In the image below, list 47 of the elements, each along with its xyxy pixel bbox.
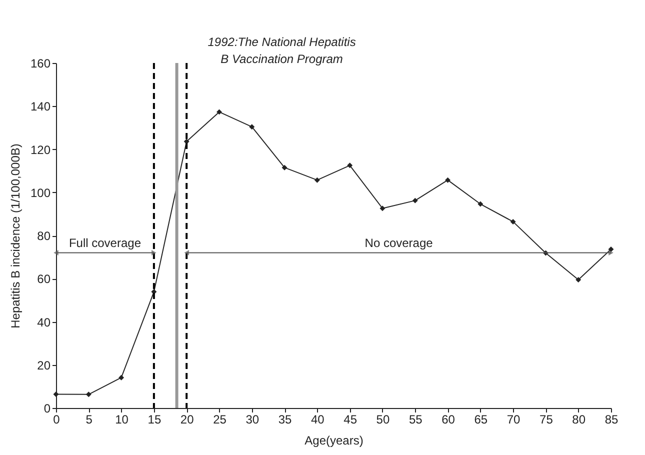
y-tick-label: 140	[30, 100, 51, 114]
annotation: No coverage	[364, 236, 434, 250]
point	[53, 391, 59, 397]
point	[576, 276, 582, 282]
point	[216, 109, 222, 115]
y-tick-label: 80	[37, 229, 51, 243]
point	[412, 198, 418, 204]
x-tick-label: 80	[572, 412, 586, 426]
point	[478, 201, 484, 207]
point	[380, 206, 386, 212]
y-tick-label: 120	[30, 142, 51, 157]
y-tick-label: 40	[37, 315, 51, 330]
point	[282, 164, 288, 170]
point	[347, 162, 353, 168]
x-tick-label: 30	[246, 412, 260, 426]
x-tick-label: 55	[408, 412, 423, 426]
point	[249, 124, 255, 130]
point	[510, 218, 516, 224]
x-tick-label: 15	[148, 412, 162, 426]
x-tick-label: 10	[115, 412, 129, 426]
x-tick-label: 50	[376, 412, 390, 426]
point	[608, 246, 614, 252]
point	[86, 392, 92, 398]
y-tick-label: 20	[37, 358, 51, 372]
y-tick-label: 0	[44, 402, 51, 416]
x-tick-label: 40	[310, 412, 325, 426]
x-tick-label: 25	[213, 412, 227, 426]
point	[445, 177, 451, 183]
point	[118, 374, 124, 380]
x-tick-label: 60	[442, 412, 456, 426]
x-tick-label: 85	[604, 412, 618, 426]
y-axis-title: Hepatitis B incidence (1/100,000B)	[8, 144, 22, 328]
point	[314, 177, 320, 183]
x-tick-label: 35	[278, 412, 292, 426]
x-tick-label: 0	[53, 412, 60, 426]
y-tick-label: 100	[30, 186, 51, 200]
y-tick-label: 160	[30, 56, 51, 70]
x-tick-label: 75	[540, 412, 554, 426]
x-tick-label: 20	[180, 412, 194, 426]
x-tick-label: 5	[86, 412, 93, 426]
annotation: Full coverage	[68, 236, 142, 250]
x-tick-label: 70	[506, 412, 521, 426]
x-tick-label: 45	[344, 412, 358, 426]
x-tick-label: 65	[474, 412, 488, 426]
x-axis-title: Age(years)	[304, 434, 364, 448]
y-tick-label: 60	[37, 272, 51, 286]
ref-line-label: 1992:The National Hepatitis B Vaccination Program	[208, 35, 356, 66]
